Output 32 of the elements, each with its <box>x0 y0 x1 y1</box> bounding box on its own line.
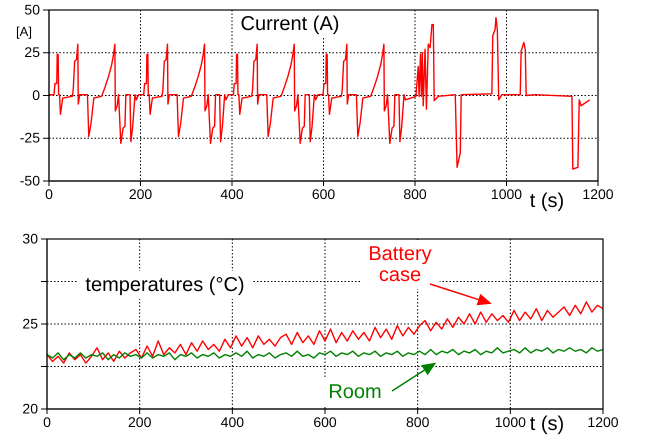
x-tick-label: 0 <box>45 186 54 202</box>
x-tick-label: 1200 <box>582 186 614 202</box>
x-tick-label: 400 <box>220 186 244 202</box>
y-tick-label: 25 <box>24 44 40 60</box>
text: temperatures (°C) <box>85 274 245 296</box>
y-tick-label: 25 <box>22 315 38 332</box>
y-tick-label: 30 <box>22 230 38 246</box>
y-tick-label: -25 <box>20 130 40 146</box>
series-label: Battery case <box>368 243 432 286</box>
y-tick-label: 0 <box>32 86 40 103</box>
y-tick-label: 20 <box>22 400 38 416</box>
line-series <box>46 347 604 360</box>
x-tick-label: 800 <box>406 414 430 430</box>
x-tick-label: 600 <box>313 414 337 430</box>
x-tick-label: 200 <box>128 414 152 430</box>
chart-title: Current (A) <box>240 13 340 35</box>
x-axis-title: t (s) <box>530 413 564 435</box>
x-tick-label: 1200 <box>587 414 619 430</box>
y-tick-label: -50 <box>20 172 40 188</box>
x-tick-label: 1000 <box>494 414 526 430</box>
x-tick-label: 1000 <box>490 186 522 202</box>
x-tick-label: 0 <box>43 414 52 430</box>
line-series <box>46 301 604 364</box>
x-tick-label: 400 <box>220 414 244 430</box>
y-tick-label: 50 <box>24 1 40 18</box>
legend-label: Room <box>328 381 382 403</box>
y-axis-title: [A] <box>16 24 32 39</box>
x-tick-label: 200 <box>128 186 152 202</box>
x-tick-label: 600 <box>312 186 336 202</box>
line-series <box>48 16 590 170</box>
x-axis-title: t (s) <box>530 190 564 212</box>
x-tick-label: 800 <box>403 186 427 202</box>
